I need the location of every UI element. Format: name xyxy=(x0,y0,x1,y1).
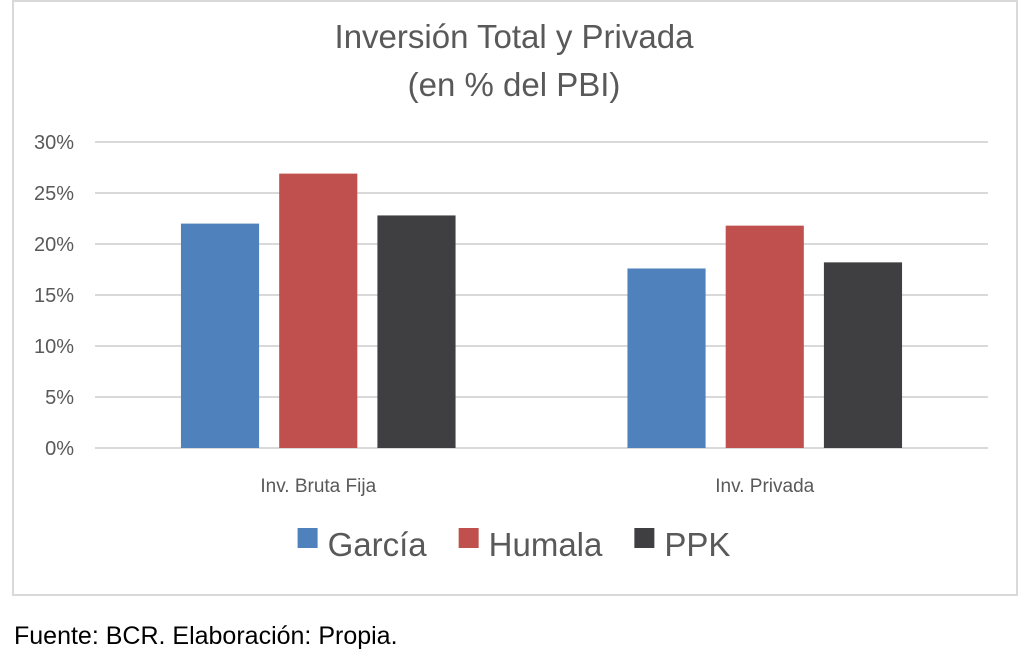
y-tick-label: 5% xyxy=(45,387,74,409)
chart-subtitle: (en % del PBI) xyxy=(408,66,621,103)
y-axis-tick-labels: 0% 5% 10% 15% 20% 25% 30% xyxy=(34,132,74,460)
bar-ppk-1 xyxy=(377,215,456,448)
bar-garcia-1 xyxy=(180,223,260,448)
legend-item: García xyxy=(297,526,428,563)
y-tick-label: 25% xyxy=(34,183,74,205)
legend: García Humala PPK xyxy=(297,526,730,563)
bar-ppk-2 xyxy=(823,262,903,448)
bar-humala-2 xyxy=(725,225,804,448)
bar-garcia-2 xyxy=(627,268,706,448)
legend-label: García xyxy=(328,526,428,563)
x-tick-label: Inv. Bruta Fija xyxy=(260,476,376,497)
legend-swatch xyxy=(634,528,655,548)
y-tick-label: 10% xyxy=(34,336,74,358)
legend-item: Humala xyxy=(458,526,603,563)
x-axis-tick-labels: Inv. Bruta Fija Inv. Privada xyxy=(260,476,814,497)
legend-swatch xyxy=(458,528,479,548)
y-tick-label: 15% xyxy=(34,285,74,307)
source-note: Fuente: BCR. Elaboración: Propia. xyxy=(14,622,398,650)
bars xyxy=(180,173,903,448)
legend-label: Humala xyxy=(489,526,603,563)
legend-swatch xyxy=(297,528,318,548)
legend-item: PPK xyxy=(634,526,730,563)
y-tick-label: 30% xyxy=(34,132,74,154)
x-tick-label: Inv. Privada xyxy=(715,476,814,497)
legend-label: PPK xyxy=(664,526,730,563)
y-tick-label: 0% xyxy=(45,438,74,460)
y-tick-label: 20% xyxy=(34,234,74,256)
chart-title: Inversión Total y Privada xyxy=(335,18,695,55)
bar-humala-1 xyxy=(279,173,358,448)
